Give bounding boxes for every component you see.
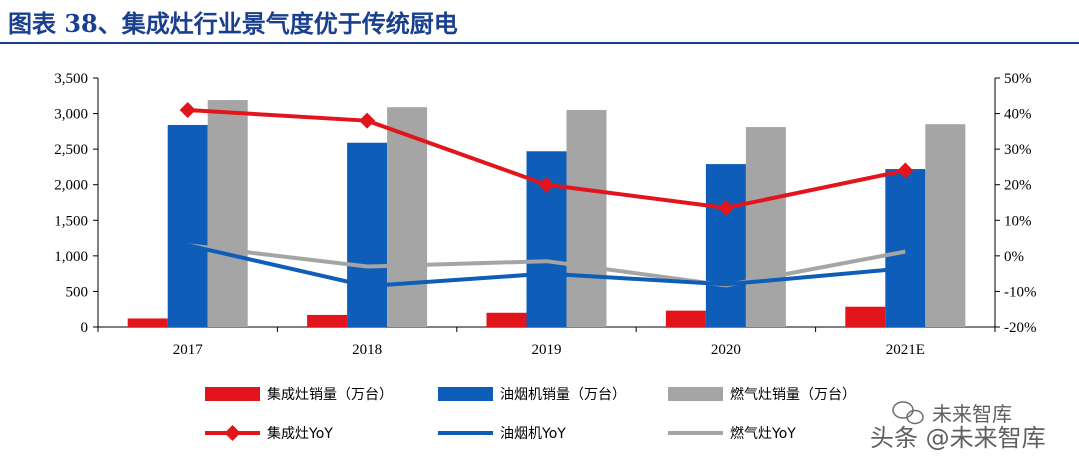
left-tick-label: 1,500 <box>54 213 88 229</box>
right-tick-label: 40% <box>1004 107 1032 123</box>
legend-label: 油烟机YoY <box>500 426 566 442</box>
right-tick-label: 30% <box>1004 142 1032 158</box>
x-tick-label: 2021E <box>886 342 925 358</box>
bar-integrated-stove <box>665 310 706 327</box>
bar-gas-stove <box>745 127 786 328</box>
legend-diamond-marker <box>224 425 241 441</box>
x-tick-label: 2020 <box>711 342 741 358</box>
bar-range-hood <box>705 164 746 327</box>
legend-label: 燃气灶销量（万台） <box>730 386 856 403</box>
legend-label: 油烟机销量（万台） <box>500 387 626 403</box>
legend-label: 集成灶销量（万台） <box>267 386 393 403</box>
right-tick-label: 0% <box>1004 249 1024 265</box>
x-tick-label: 2019 <box>532 342 562 358</box>
right-tick-label: -10% <box>1004 284 1037 300</box>
integrated-stove-yoy-point <box>717 199 734 216</box>
bar-range-hood <box>885 169 926 327</box>
title-underline <box>0 42 1079 44</box>
right-tick-label: -20% <box>1004 320 1037 336</box>
left-tick-label: 1,000 <box>54 249 88 265</box>
left-tick-label: 3,000 <box>54 107 88 123</box>
x-tick-label: 2017 <box>173 342 204 358</box>
bar-integrated-stove <box>307 314 348 327</box>
bar-gas-stove <box>207 100 248 327</box>
bar-gas-stove <box>925 124 966 327</box>
left-tick-label: 0 <box>81 320 89 336</box>
legend-swatch-bar <box>668 387 723 401</box>
integrated-stove-yoy-point <box>897 162 914 179</box>
wechat-icon <box>892 401 924 425</box>
range-hood-yoy-line <box>187 243 906 289</box>
gas-stove-yoy-line <box>187 243 906 288</box>
bar-gas-stove <box>566 110 607 327</box>
right-tick-label: 10% <box>1004 213 1032 229</box>
right-tick-label: 20% <box>1004 178 1032 194</box>
watermark-line1: 未来智库 <box>932 402 1012 426</box>
legend-swatch-bar <box>205 387 260 401</box>
left-tick-label: 2,500 <box>54 142 88 158</box>
left-tick-label: 500 <box>66 284 89 300</box>
watermark: 未来智库 头条 @未来智库 <box>870 401 1046 452</box>
integrated-stove-yoy-point <box>359 112 376 129</box>
left-tick-label: 2,000 <box>54 178 88 194</box>
right-tick-label: 50% <box>1004 71 1032 87</box>
integrated-stove-yoy-point <box>179 102 196 119</box>
bar-integrated-stove <box>845 306 886 327</box>
integrated-stove-yoy-point <box>538 176 555 193</box>
legend-swatch-bar <box>438 387 493 401</box>
bar-integrated-stove <box>127 318 168 327</box>
chart-title: 图表 38、集成灶行业景气度优于传统厨电 <box>8 9 458 38</box>
legend: 集成灶销量（万台） 油烟机销量（万台） 燃气灶销量（万台） 集成灶YoY 油烟机YoY 燃… <box>205 386 856 442</box>
bar-gas-stove <box>387 107 428 327</box>
x-tick-label: 2018 <box>352 342 382 358</box>
legend-label: 集成灶YoY <box>267 425 333 442</box>
legend-label: 燃气灶YoY <box>730 425 796 442</box>
bar-marks <box>127 100 966 328</box>
watermark-line2: 头条 @未来智库 <box>870 424 1046 452</box>
left-tick-label: 3,500 <box>54 71 88 87</box>
bar-range-hood <box>347 142 388 327</box>
bar-range-hood <box>167 124 208 327</box>
bar-integrated-stove <box>486 312 527 327</box>
line-marks <box>179 102 914 289</box>
